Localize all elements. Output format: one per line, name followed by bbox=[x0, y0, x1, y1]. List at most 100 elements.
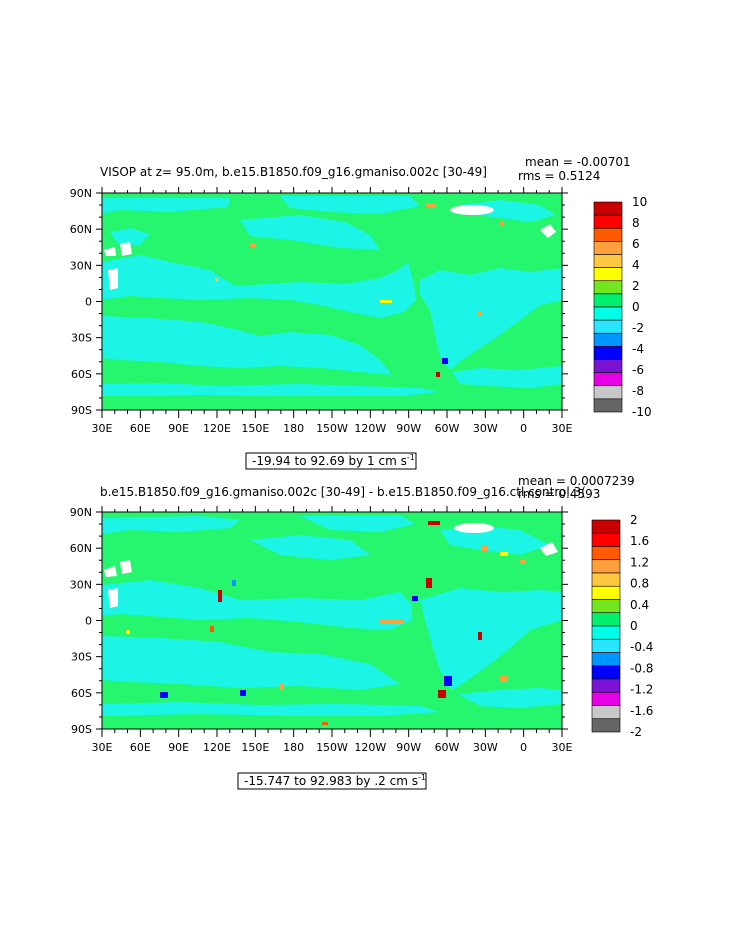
panel-1-range-label: -19.94 to 92.69 by 1 cm s-1 bbox=[252, 453, 415, 468]
colorbar-label: -10 bbox=[632, 405, 652, 419]
colorbar-label: -2 bbox=[632, 321, 644, 335]
colorbar-label: 6 bbox=[632, 237, 640, 251]
lat-tick-label: 30N bbox=[70, 259, 92, 272]
colorbar-label: -0.8 bbox=[630, 661, 653, 675]
colorbar-swatch bbox=[593, 398, 623, 413]
panel-2-colorbar: 2 1.6 1.2 0.8 0.4 0 -0.4 -0.8 -1.2 -1.6 -2 bbox=[591, 513, 653, 739]
colorbar-label: 2 bbox=[632, 279, 640, 293]
lat-tick-label: 30S bbox=[71, 332, 92, 345]
colorbar-label: 0 bbox=[632, 300, 640, 314]
colorbar-swatch bbox=[591, 691, 621, 706]
lon-tick-label: 90W bbox=[396, 422, 421, 435]
colorbar-swatch bbox=[591, 665, 621, 680]
panel-1-colorbar: 10 8 6 4 2 0 -2 -4 -6 -8 -10 bbox=[593, 195, 652, 419]
colorbar-label: 0 bbox=[630, 619, 638, 633]
colorbar-label: -8 bbox=[632, 384, 644, 398]
colorbar-swatch bbox=[593, 254, 623, 268]
lon-tick-label: 120W bbox=[354, 422, 386, 435]
colorbar-label: -1.6 bbox=[630, 704, 653, 718]
colorbar-label: 1.6 bbox=[630, 534, 649, 548]
colorbar-label: -6 bbox=[632, 363, 644, 377]
lat-tick-label: 60N bbox=[70, 542, 92, 555]
lat-tick-label: 0 bbox=[85, 296, 92, 309]
lon-tick-label: 0 bbox=[520, 422, 527, 435]
lat-tick-label: 60N bbox=[70, 223, 92, 236]
panel-2-range-box: -15.747 to 92.983 by .2 cm s-1 bbox=[237, 772, 427, 790]
panel-2: b.e15.B1850.f09_g16.gmaniso.002c [30-49]… bbox=[70, 474, 653, 790]
colorbar-swatch bbox=[591, 652, 621, 667]
lon-tick-label: 180 bbox=[283, 741, 304, 754]
colorbar-label: 2 bbox=[630, 513, 638, 527]
lon-tick-label: 120E bbox=[203, 741, 231, 754]
colorbar-swatch bbox=[591, 678, 621, 693]
colorbar-label: -0.4 bbox=[630, 640, 653, 654]
colorbar-label: -2 bbox=[630, 725, 642, 739]
lon-tick-label: 60W bbox=[435, 741, 460, 754]
lon-tick-label: 30E bbox=[552, 741, 573, 754]
colorbar-swatch bbox=[593, 319, 623, 334]
lon-tick-label: 0 bbox=[520, 741, 527, 754]
lon-tick-label: 180 bbox=[283, 422, 304, 435]
panel-2-lat-axis: 90N 60N 30N 0 30S 60S 90S bbox=[70, 506, 568, 736]
land-mask bbox=[104, 523, 558, 608]
lat-tick-label: 90N bbox=[70, 506, 92, 519]
colorbar-label: -1.2 bbox=[630, 683, 653, 697]
colorbar-swatch bbox=[591, 532, 621, 547]
colorbar-swatch bbox=[593, 346, 623, 360]
colorbar-swatch bbox=[593, 293, 623, 308]
lon-tick-label: 30E bbox=[552, 422, 573, 435]
colorbar-swatch bbox=[591, 585, 621, 600]
colorbar-swatch bbox=[591, 705, 621, 720]
lon-tick-label: 30E bbox=[92, 422, 113, 435]
lon-tick-label: 30W bbox=[473, 741, 498, 754]
colorbar-swatch bbox=[591, 638, 621, 653]
lon-tick-label: 90E bbox=[168, 741, 189, 754]
panel-1-rms: rms = 0.5124 bbox=[518, 169, 600, 183]
lat-tick-label: 90S bbox=[71, 404, 92, 417]
lon-tick-label: 150W bbox=[316, 422, 348, 435]
colorbar-swatch bbox=[591, 559, 621, 574]
panel-1: VISOP at z= 95.0m, b.e15.B1850.f09_g16.g… bbox=[70, 155, 652, 470]
lat-tick-label: 90N bbox=[70, 187, 92, 200]
colorbar-swatch bbox=[593, 241, 623, 255]
lon-tick-label: 90E bbox=[168, 422, 189, 435]
colorbar-label: 0.8 bbox=[630, 577, 649, 591]
colorbar-swatch bbox=[591, 519, 621, 534]
colorbar-swatch bbox=[593, 267, 623, 282]
panel-1-lat-axis: 90N 60N 30N 0 30S 60S 90S bbox=[70, 187, 568, 417]
colorbar-label: 10 bbox=[632, 195, 647, 209]
lat-tick-label: 30S bbox=[71, 651, 92, 664]
colorbar-swatch bbox=[591, 599, 621, 614]
colorbar-swatch bbox=[593, 359, 623, 373]
colorbar-swatch bbox=[591, 625, 621, 640]
hotspot-specks bbox=[126, 521, 526, 725]
panel-2-lon-axis: 30E 60E 90E 120E 150E 180 150W 120W 90W 60W 30W 0 30… bbox=[92, 506, 573, 754]
colorbar-swatch bbox=[593, 280, 623, 295]
lon-tick-label: 30W bbox=[473, 422, 498, 435]
lon-tick-label: 60E bbox=[130, 422, 151, 435]
lon-tick-label: 90W bbox=[396, 741, 421, 754]
lat-tick-label: 90S bbox=[71, 723, 92, 736]
lat-tick-label: 0 bbox=[85, 615, 92, 628]
ocean-negative-regions bbox=[102, 515, 562, 716]
ocean-negative-regions bbox=[102, 196, 562, 396]
panel-1-mean: mean = -0.00701 bbox=[525, 155, 631, 169]
colorbar-swatch bbox=[593, 214, 623, 229]
panel-1-lon-axis: 30E 60E 90E 120E 150E 180 150W 120W 90W 60W 30W 0 30… bbox=[92, 187, 573, 435]
colorbar-swatch bbox=[593, 227, 623, 242]
panel-2-mean: mean = 0.0007239 bbox=[518, 474, 635, 488]
lon-tick-label: 60E bbox=[130, 741, 151, 754]
hotspot-specks bbox=[215, 204, 504, 377]
colorbar-swatch bbox=[591, 546, 621, 561]
colorbar-swatch bbox=[591, 612, 621, 627]
panel-1-range-box: -19.94 to 92.69 by 1 cm s-1 bbox=[245, 452, 417, 470]
panel-1-map bbox=[101, 192, 563, 411]
colorbar-swatch bbox=[591, 572, 621, 587]
lon-tick-label: 30E bbox=[92, 741, 113, 754]
lon-tick-label: 150E bbox=[241, 741, 269, 754]
colorbar-swatch bbox=[593, 201, 623, 216]
colorbar-label: 0.4 bbox=[630, 598, 649, 612]
panel-2-rms: rms = 0.4593 bbox=[518, 487, 600, 501]
lon-tick-label: 150W bbox=[316, 741, 348, 754]
